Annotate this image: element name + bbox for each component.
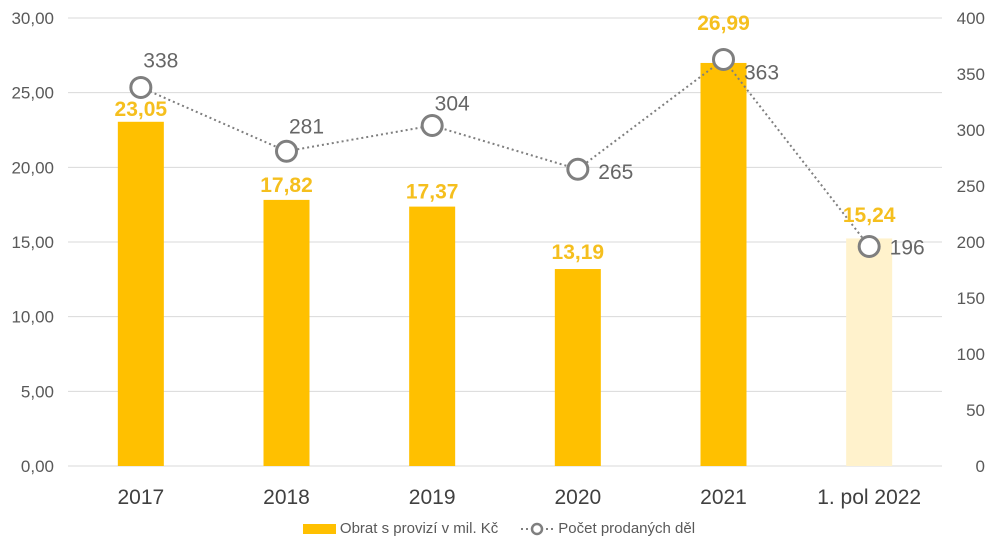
bar [263, 199, 310, 466]
line-marker [129, 75, 153, 99]
y-right-tick-label: 350 [957, 65, 985, 84]
y-left-tick-label: 0,00 [21, 457, 54, 476]
bar-data-label: 26,99 [697, 12, 750, 35]
data-labels: 23,05 17,82 17,37 13,19 26,99 15,24 338 281 304 2… [115, 12, 925, 264]
series-line [140, 58, 870, 248]
y-left-tick-label: 25,00 [11, 84, 54, 103]
line-marker [857, 234, 881, 258]
y-left-tick-label: 10,00 [11, 308, 54, 327]
line-series [129, 47, 881, 258]
legend-item-bar[interactable]: Obrat s provizí v mil. Kč [302, 520, 499, 537]
x-tick-label: 1. pol 2022 [817, 486, 921, 509]
bar-data-label: 17,82 [260, 174, 313, 197]
y-left-tick-label: 15,00 [11, 233, 54, 252]
y-right-tick-label: 200 [957, 233, 985, 252]
legend-line-swatch [521, 522, 554, 535]
bar [409, 206, 456, 466]
point-data-label: 363 [744, 61, 779, 84]
y-right-tick-label: 150 [957, 289, 985, 308]
x-tick-label: 2021 [700, 486, 747, 509]
x-tick-label: 2018 [263, 486, 310, 509]
point-data-label: 281 [289, 115, 324, 138]
bar [117, 121, 164, 466]
legend-bar-label: Obrat s provizí v mil. Kč [339, 520, 499, 537]
bar-data-label: 13,19 [552, 241, 605, 264]
bar-series [117, 62, 893, 466]
bar-data-label: 15,24 [843, 204, 896, 227]
line-marker [275, 139, 298, 163]
bar [554, 269, 601, 466]
x-tick-label: 2020 [554, 486, 601, 509]
legend: Obrat s provizí v mil. Kč Počet prodanýc… [0, 520, 998, 537]
y-right-tick-label: 50 [966, 401, 985, 420]
line-marker [566, 157, 590, 181]
line-marker [712, 47, 735, 71]
bar-data-label: 17,37 [406, 181, 459, 204]
gridlines [68, 17, 942, 467]
y-right-tick-label: 100 [957, 345, 985, 364]
y-left-tick-label: 5,00 [21, 382, 54, 401]
legend-item-line[interactable]: Počet prodaných děl [520, 520, 695, 537]
legend-bar-swatch [302, 523, 336, 534]
y-right-tick-label: 300 [957, 121, 985, 140]
y-left-tick-label: 30,00 [11, 9, 54, 28]
line-marker [420, 114, 444, 138]
x-tick-label: 2017 [117, 486, 164, 509]
point-data-label: 196 [890, 236, 925, 259]
bar-data-label: 23,05 [115, 98, 168, 121]
point-data-label: 338 [143, 49, 178, 72]
x-tick-label: 2019 [409, 486, 456, 509]
legend-line-label: Počet prodaných děl [558, 520, 696, 537]
bar [700, 62, 747, 466]
y-left-tick-label: 20,00 [11, 158, 54, 177]
y-right-tick-label: 250 [957, 177, 985, 196]
bar [846, 238, 893, 466]
y-right-tick-label: 400 [957, 9, 985, 28]
y-right-tick-label: 0 [976, 457, 985, 476]
axes: 0,00 5,00 10,00 15,00 20,00 25,00 30,00 0 50 100 1… [11, 9, 985, 509]
point-data-label: 304 [435, 93, 470, 116]
point-data-label: 265 [598, 161, 633, 184]
